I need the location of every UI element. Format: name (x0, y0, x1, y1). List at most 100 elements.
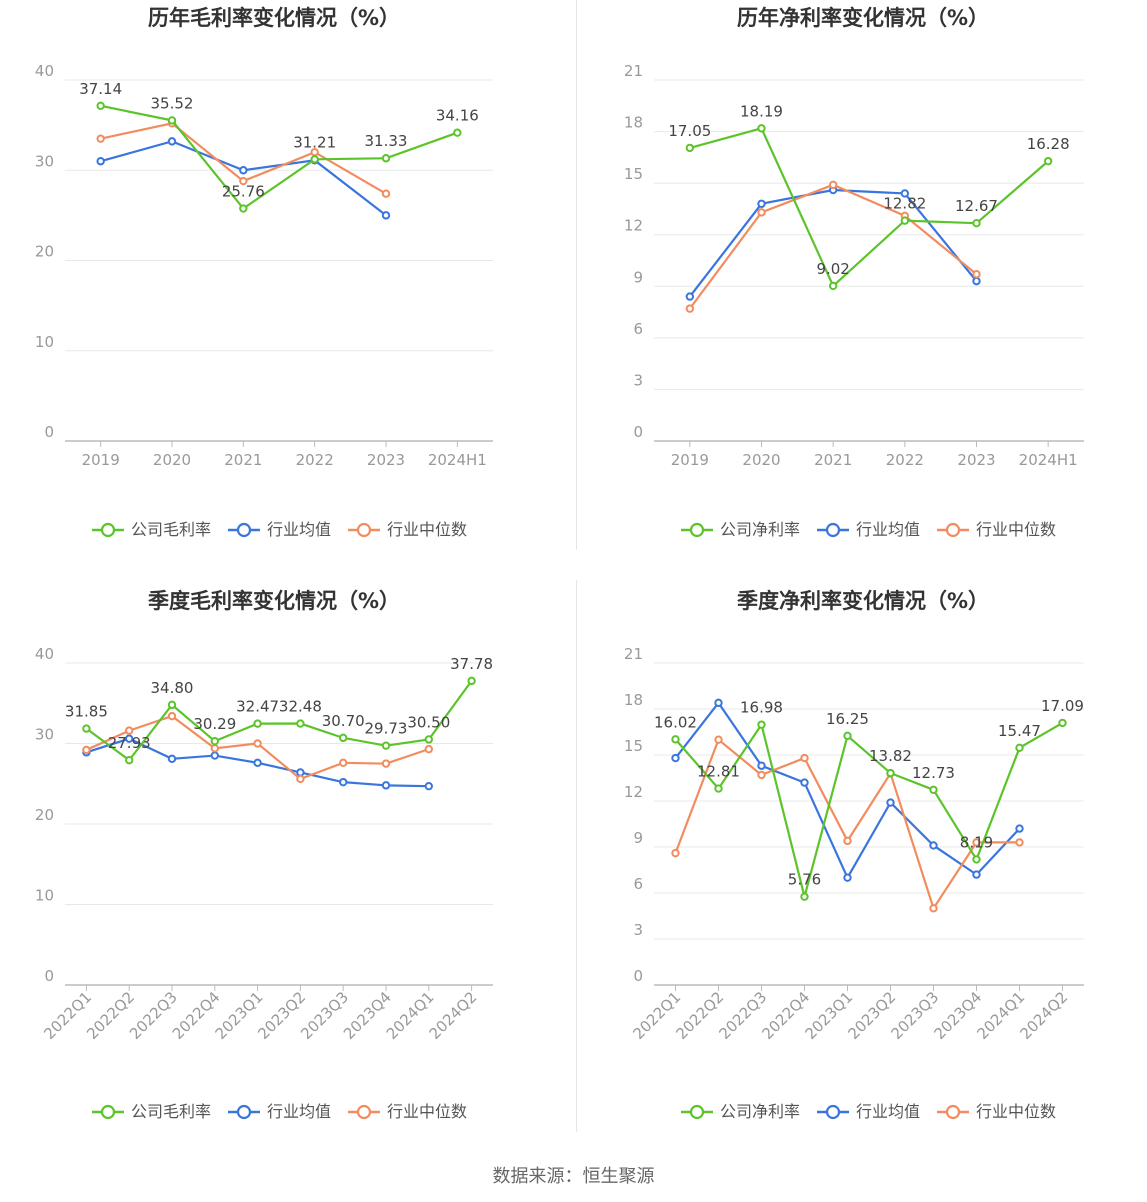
data-label: 16.98 (740, 699, 783, 717)
legend-label: 行业中位数 (387, 520, 467, 539)
chart-title: 季度净利率变化情况（%） (737, 589, 989, 613)
data-point (757, 770, 766, 780)
data-point (96, 101, 105, 111)
data-point (1015, 824, 1024, 833)
data-point (1043, 156, 1053, 166)
data-point (800, 778, 809, 787)
y-tick-label: 0 (633, 423, 643, 441)
data-point (1015, 838, 1024, 847)
data-point (82, 745, 91, 755)
data-point (900, 216, 910, 225)
data-label: 17.05 (668, 122, 711, 140)
data-label: 31.85 (65, 703, 108, 721)
data-point (972, 855, 981, 864)
legend-label: 行业均值 (267, 520, 331, 539)
data-point (886, 768, 895, 778)
data-point (239, 204, 248, 213)
data-point (296, 768, 305, 777)
legend-label: 行业均值 (856, 1102, 920, 1121)
data-point (381, 741, 391, 750)
y-tick-label: 30 (35, 152, 54, 170)
y-tick-label: 0 (44, 967, 54, 985)
legend-marker (356, 522, 372, 538)
data-point (424, 735, 433, 744)
legend-marker (945, 522, 961, 538)
series-line (100, 104, 458, 210)
y-tick-label: 40 (35, 645, 54, 663)
legend-label: 公司净利率 (720, 520, 800, 539)
data-point (685, 143, 695, 153)
data-point (900, 189, 910, 198)
legend-marker (825, 522, 841, 538)
data-label: 12.81 (697, 763, 740, 781)
chart-quarterly-gross-margin: 季度毛利率变化情况（%）0102030402022Q12022Q22022Q32… (35, 589, 493, 1121)
y-tick-label: 15 (624, 737, 643, 755)
y-tick-label: 12 (624, 217, 643, 235)
data-point (210, 736, 220, 746)
data-point (843, 873, 852, 882)
data-label: 30.50 (407, 713, 450, 731)
series-line (689, 126, 1049, 288)
data-point (167, 711, 177, 721)
panel-divider-top (576, 0, 577, 550)
x-tick-label: 2019 (671, 451, 709, 469)
data-source-label: 数据来源：恒生聚源 (492, 1166, 655, 1187)
data-point (972, 838, 981, 847)
data-point (972, 218, 981, 228)
y-tick-label: 3 (633, 921, 643, 939)
data-point (972, 276, 981, 286)
chart-panel-quarterly-net-margin: 季度净利率变化情况（%） 0 3 6 9 12 15 18 21 2022Q1 2022Q2 2022… (577, 580, 1147, 1145)
data-point (800, 892, 809, 901)
y-tick-label: 10 (35, 333, 54, 351)
data-point (1015, 743, 1024, 752)
legend-marker (945, 1104, 961, 1120)
data-point (310, 155, 319, 164)
data-point (714, 698, 723, 708)
panel-divider-bottom (576, 580, 577, 1132)
data-point (467, 676, 476, 686)
chart-title: 季度毛利率变化情况（%） (148, 589, 400, 613)
y-tick-label: 20 (35, 243, 54, 261)
legend-marker (689, 1104, 705, 1120)
chart-title: 历年毛利率变化情况（%） (148, 6, 400, 30)
data-point (800, 753, 809, 763)
y-tick-label: 12 (624, 783, 643, 801)
data-point (339, 733, 348, 743)
data-label: 37.78 (450, 655, 493, 673)
data-point (671, 848, 680, 858)
x-tick-label: 2020 (153, 451, 191, 469)
data-label: 37.14 (79, 80, 122, 98)
data-point (453, 128, 462, 137)
data-point (125, 726, 134, 735)
data-point (381, 211, 391, 220)
data-point (381, 189, 391, 198)
series-line (674, 701, 1021, 881)
data-point (929, 904, 938, 913)
chart-panel-quarterly-gross-margin: 季度毛利率变化情况（%） 0 10 20 30 40 2022Q1 2022Q2 2022Q3 2… (0, 580, 576, 1145)
data-label: 25.76 (222, 183, 265, 201)
data-point (381, 154, 391, 163)
data-point (239, 166, 248, 175)
y-tick-label: 20 (35, 806, 54, 824)
x-tick-label: 2021 (814, 451, 852, 469)
data-label: 35.52 (151, 94, 194, 112)
legend-label: 行业均值 (856, 520, 920, 539)
chart-quarterly-net-margin: 季度净利率变化情况（%）0369121518212022Q12022Q22022… (624, 589, 1084, 1121)
y-tick-label: 0 (633, 967, 643, 985)
data-point (167, 754, 177, 763)
data-point (972, 870, 981, 879)
legend-marker (689, 522, 705, 538)
data-point (843, 836, 852, 846)
data-point (296, 719, 305, 728)
data-point (929, 785, 938, 795)
x-tick-label: 2023 (367, 451, 405, 469)
data-point (96, 157, 105, 166)
x-tick-label: 2020 (742, 451, 780, 469)
series-line (688, 188, 978, 298)
legend-marker (236, 1104, 252, 1120)
data-label: 31.33 (365, 132, 408, 150)
x-tick-label: 2023 (957, 451, 995, 469)
x-tick-label: 2022 (296, 451, 334, 469)
data-label: 16.02 (654, 713, 697, 731)
data-point (757, 720, 766, 729)
